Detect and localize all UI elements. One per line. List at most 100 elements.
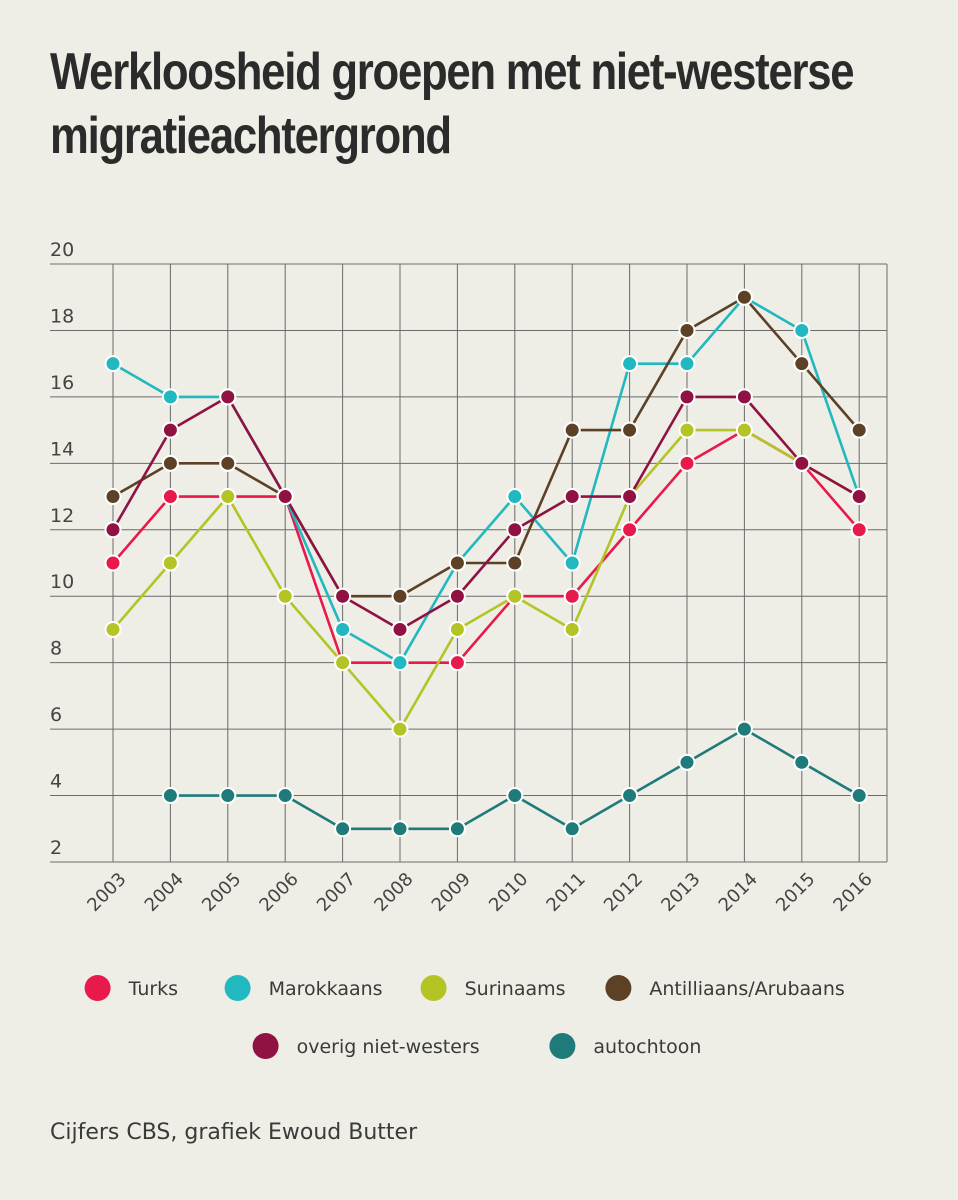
legend-label-autochtoon: autochtoon bbox=[593, 1036, 701, 1058]
x-tick-label: 2010 bbox=[485, 869, 532, 916]
point-turks-2003 bbox=[104, 554, 122, 572]
x-tick-label: 2015 bbox=[772, 869, 819, 916]
legend-label-turks: Turks bbox=[128, 978, 178, 1000]
point-surinaams-2005 bbox=[219, 488, 237, 506]
title-line-2: migratieachtergrond bbox=[50, 107, 452, 165]
series-line-antilliaans-arubaans bbox=[112, 295, 861, 598]
legend-marker-autochtoon bbox=[549, 1033, 576, 1059]
point-overig-niet-westers-2015 bbox=[793, 454, 811, 472]
chart-title: Werkloosheid groepen met niet-westerse m… bbox=[50, 40, 855, 168]
point-autochtoon-2013 bbox=[678, 753, 696, 771]
point-overig-niet-westers-2003 bbox=[104, 521, 122, 539]
legend-item-surinaams: Surinaams bbox=[420, 975, 566, 1001]
point-overig-niet-westers-2011 bbox=[563, 488, 581, 506]
y-axis-ticks: 2 4 6 8 10 12 14 16 18 20 bbox=[50, 239, 74, 859]
point-marokkaans-2004 bbox=[161, 388, 179, 406]
point-antilliaans-arubaans-2010 bbox=[506, 554, 524, 572]
point-antilliaans-arubaans-2015 bbox=[793, 355, 811, 373]
point-marokkaans-2010 bbox=[506, 488, 524, 506]
legend-marker-turks bbox=[84, 975, 111, 1001]
point-overig-niet-westers-2014 bbox=[735, 388, 753, 406]
series-line-surinaams bbox=[112, 428, 860, 731]
point-autochtoon-2004 bbox=[161, 787, 179, 805]
legend-label-surinaams: Surinaams bbox=[465, 978, 566, 1000]
point-surinaams-2003 bbox=[104, 620, 122, 638]
y-tick-label: 8 bbox=[50, 638, 62, 660]
point-antilliaans-arubaans-2008 bbox=[391, 587, 409, 605]
point-overig-niet-westers-2016 bbox=[850, 488, 868, 506]
x-axis-ticks: 2003 2004 2005 2006 2007 2008 2009 2010 2011 2012… bbox=[83, 869, 876, 916]
point-antilliaans-arubaans-2009 bbox=[448, 554, 466, 572]
legend-item-antilliaans-arubaans: Antilliaans/Arubaans bbox=[605, 975, 845, 1001]
point-antilliaans-arubaans-2003 bbox=[104, 488, 122, 506]
y-tick-label: 12 bbox=[50, 505, 74, 527]
legend-marker-overig-niet-westers bbox=[252, 1033, 279, 1059]
point-autochtoon-2007 bbox=[334, 820, 352, 838]
point-antilliaans-arubaans-2013 bbox=[678, 321, 696, 339]
legend-label-marokkaans: Marokkaans bbox=[269, 978, 383, 1000]
point-antilliaans-arubaans-2016 bbox=[850, 421, 868, 439]
title-line-1: Werkloosheid groepen met niet-westerse bbox=[50, 43, 855, 101]
legend-item-autochtoon: autochtoon bbox=[549, 1033, 701, 1059]
point-autochtoon-2008 bbox=[391, 820, 409, 838]
point-overig-niet-westers-2012 bbox=[621, 488, 639, 506]
point-antilliaans-arubaans-2004 bbox=[161, 454, 179, 472]
point-overig-niet-westers-2005 bbox=[219, 388, 237, 406]
series-line-overig-niet-westers bbox=[111, 395, 860, 631]
point-autochtoon-2016 bbox=[850, 787, 868, 805]
point-surinaams-2004 bbox=[161, 554, 179, 572]
point-surinaams-2008 bbox=[391, 720, 409, 738]
point-marokkaans-2003 bbox=[104, 355, 122, 373]
y-tick-label: 2 bbox=[50, 837, 62, 859]
point-overig-niet-westers-2006 bbox=[276, 488, 294, 506]
legend: Turks Marokkaans Surinaams Antilliaans/Arub… bbox=[84, 975, 845, 1059]
series-line-turks bbox=[112, 428, 861, 664]
point-marokkaans-2008 bbox=[391, 654, 409, 672]
point-marokkaans-2011 bbox=[563, 554, 581, 572]
series-line-marokkaans bbox=[112, 295, 861, 664]
point-surinaams-2007 bbox=[334, 654, 352, 672]
point-antilliaans-arubaans-2014 bbox=[735, 288, 753, 306]
x-tick-label: 2005 bbox=[198, 869, 245, 916]
y-tick-label: 16 bbox=[50, 372, 74, 394]
x-tick-label: 2013 bbox=[657, 869, 704, 916]
legend-label-overig-niet-westers: overig niet-westers bbox=[297, 1036, 480, 1058]
x-tick-label: 2004 bbox=[141, 869, 188, 916]
point-autochtoon-2009 bbox=[448, 820, 466, 838]
x-tick-label: 2012 bbox=[600, 869, 647, 916]
x-tick-label: 2008 bbox=[370, 869, 417, 916]
point-overig-niet-westers-2013 bbox=[678, 388, 696, 406]
x-tick-label: 2016 bbox=[829, 869, 876, 916]
point-surinaams-2014 bbox=[735, 421, 753, 439]
source-note: Cijfers CBS, grafiek Ewoud Butter bbox=[50, 1120, 418, 1145]
point-antilliaans-arubaans-2011 bbox=[563, 421, 581, 439]
legend-marker-surinaams bbox=[420, 975, 447, 1001]
point-marokkaans-2015 bbox=[793, 321, 811, 339]
point-turks-2016 bbox=[850, 521, 868, 539]
point-autochtoon-2012 bbox=[621, 787, 639, 805]
point-autochtoon-2015 bbox=[793, 753, 811, 771]
x-tick-label: 2014 bbox=[715, 869, 762, 916]
point-turks-2011 bbox=[563, 587, 581, 605]
point-turks-2004 bbox=[161, 488, 179, 506]
point-marokkaans-2007 bbox=[334, 620, 352, 638]
point-overig-niet-westers-2007 bbox=[334, 587, 352, 605]
point-turks-2009 bbox=[448, 654, 466, 672]
legend-item-marokkaans: Marokkaans bbox=[224, 975, 383, 1001]
point-marokkaans-2012 bbox=[621, 355, 639, 373]
point-autochtoon-2006 bbox=[276, 787, 294, 805]
point-antilliaans-arubaans-2005 bbox=[219, 454, 237, 472]
point-overig-niet-westers-2004 bbox=[161, 421, 179, 439]
legend-marker-marokkaans bbox=[224, 975, 251, 1001]
y-tick-label: 20 bbox=[50, 239, 74, 261]
point-surinaams-2010 bbox=[506, 587, 524, 605]
y-tick-label: 10 bbox=[50, 571, 74, 593]
y-tick-label: 14 bbox=[50, 438, 74, 460]
point-surinaams-2009 bbox=[448, 620, 466, 638]
x-tick-label: 2009 bbox=[428, 869, 475, 916]
point-antilliaans-arubaans-2012 bbox=[621, 421, 639, 439]
series-lines bbox=[111, 295, 861, 831]
legend-item-turks: Turks bbox=[84, 975, 178, 1001]
y-tick-label: 6 bbox=[50, 704, 62, 726]
